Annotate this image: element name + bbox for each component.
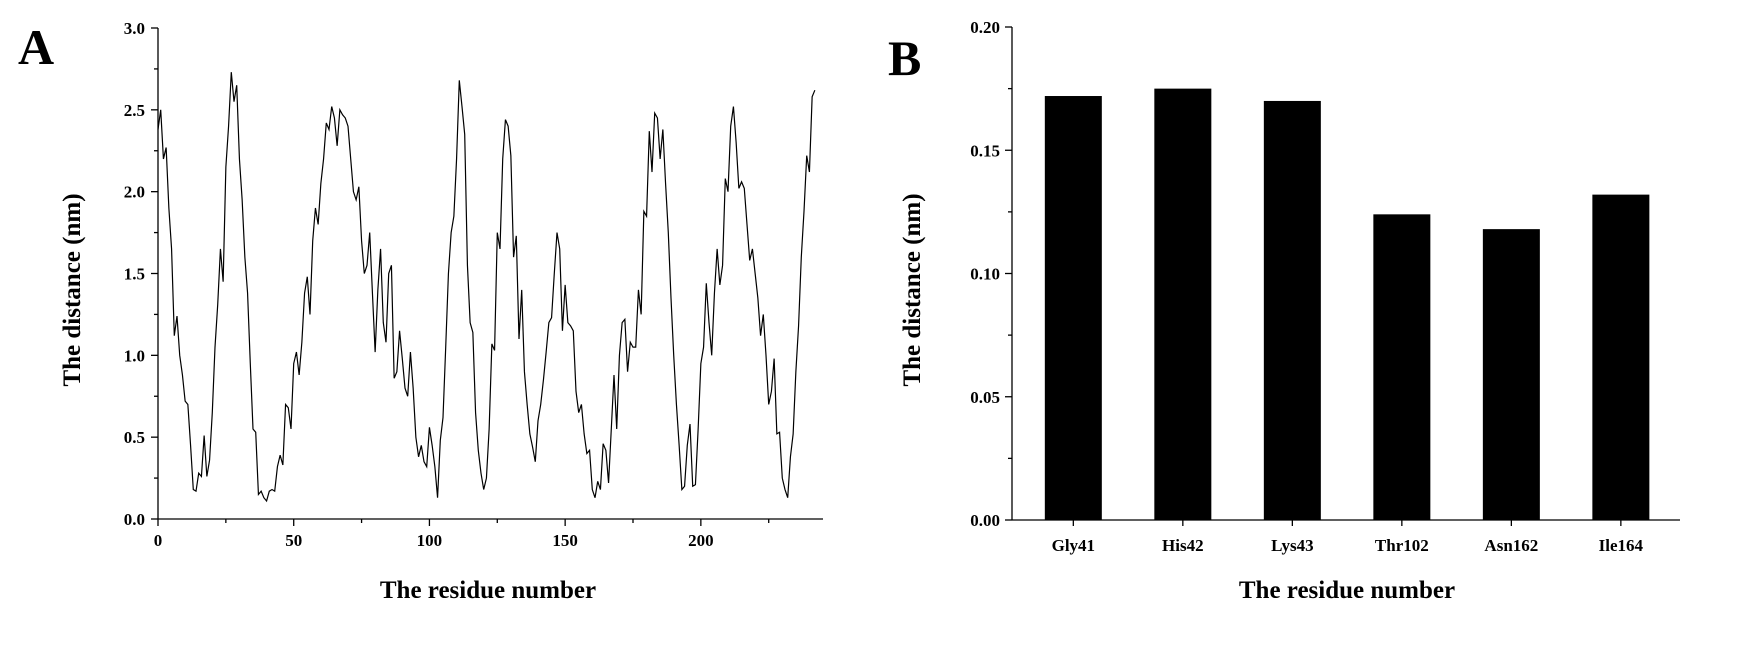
panel-b-bar bbox=[1373, 214, 1431, 520]
panel-b-x-ticks: Gly41 His42 Lys43 Thr102 Asn162 Ile164 bbox=[1052, 520, 1644, 555]
panel-a-x-axis-label: The residue number bbox=[380, 577, 596, 604]
panel-b-bar bbox=[1154, 88, 1212, 520]
panel-a-y-tick-label: 1.5 bbox=[124, 265, 145, 284]
panel-b-x-tick-label: Lys43 bbox=[1271, 536, 1314, 555]
panel-b-x-tick-label: Gly41 bbox=[1052, 536, 1095, 555]
panel-a-x-tick-label: 150 bbox=[552, 531, 578, 550]
panel-b-y-tick-label: 0.15 bbox=[970, 141, 1000, 160]
panel-a-x-tick-label: 200 bbox=[688, 531, 714, 550]
panel-b-y-tick-label: 0.05 bbox=[970, 388, 1000, 407]
panel-b-bar bbox=[1482, 229, 1540, 520]
panel-a-x-tick-label: 50 bbox=[285, 531, 302, 550]
panel-b-bar bbox=[1263, 100, 1321, 520]
panel-a-y-tick-label: 1.0 bbox=[124, 346, 145, 365]
panel-a-x-tick-label: 0 bbox=[154, 531, 163, 550]
panel-a-y-tick-label: 0.0 bbox=[124, 510, 145, 529]
panel-a-y-tick-label: 3.0 bbox=[124, 19, 145, 38]
panel-b: B 0.00 0.05 0.10 0.15 0.20 Gly41 His42 Lys43 Th… bbox=[888, 18, 1680, 604]
panel-b-bars bbox=[1044, 88, 1650, 521]
panel-b-axes bbox=[1011, 27, 1680, 521]
panel-a-y-tick-label: 2.0 bbox=[124, 183, 145, 202]
panel-a-x-ticks: 0 50 100 150 200 bbox=[154, 519, 770, 550]
panel-a-x-tick-label: 100 bbox=[417, 531, 443, 550]
panel-b-letter: B bbox=[888, 30, 921, 86]
panel-a-series-line bbox=[157, 72, 816, 503]
panel-a-letter: A bbox=[18, 19, 54, 75]
panel-a: A 0.0 0.5 1.0 1.5 2.0 2.5 3.0 0 50 100 150 200 The… bbox=[18, 19, 823, 604]
panel-b-y-tick-label: 0.10 bbox=[970, 265, 1000, 284]
panel-b-y-tick-label: 0.20 bbox=[970, 18, 1000, 37]
panel-a-y-tick-label: 0.5 bbox=[124, 428, 145, 447]
panel-b-x-tick-label: Asn162 bbox=[1484, 536, 1538, 555]
panel-b-x-tick-label: His42 bbox=[1162, 536, 1204, 555]
panel-b-x-tick-label: Ile164 bbox=[1599, 536, 1644, 555]
panel-a-axes bbox=[157, 28, 823, 520]
panel-b-bar bbox=[1044, 96, 1102, 521]
panel-a-y-axis-label: The distance (nm) bbox=[59, 193, 86, 386]
panel-b-y-axis-label: The distance (nm) bbox=[899, 193, 926, 386]
panel-b-bar bbox=[1592, 194, 1650, 520]
panel-b-x-tick-label: Thr102 bbox=[1375, 536, 1429, 555]
panel-b-x-axis-label: The residue number bbox=[1239, 577, 1455, 604]
panel-b-y-tick-label: 0.00 bbox=[970, 511, 1000, 530]
panel-a-y-ticks: 0.0 0.5 1.0 1.5 2.0 2.5 3.0 bbox=[124, 19, 158, 529]
panel-a-y-tick-label: 2.5 bbox=[124, 101, 145, 120]
panel-b-y-ticks: 0.00 0.05 0.10 0.15 0.20 bbox=[970, 18, 1012, 530]
